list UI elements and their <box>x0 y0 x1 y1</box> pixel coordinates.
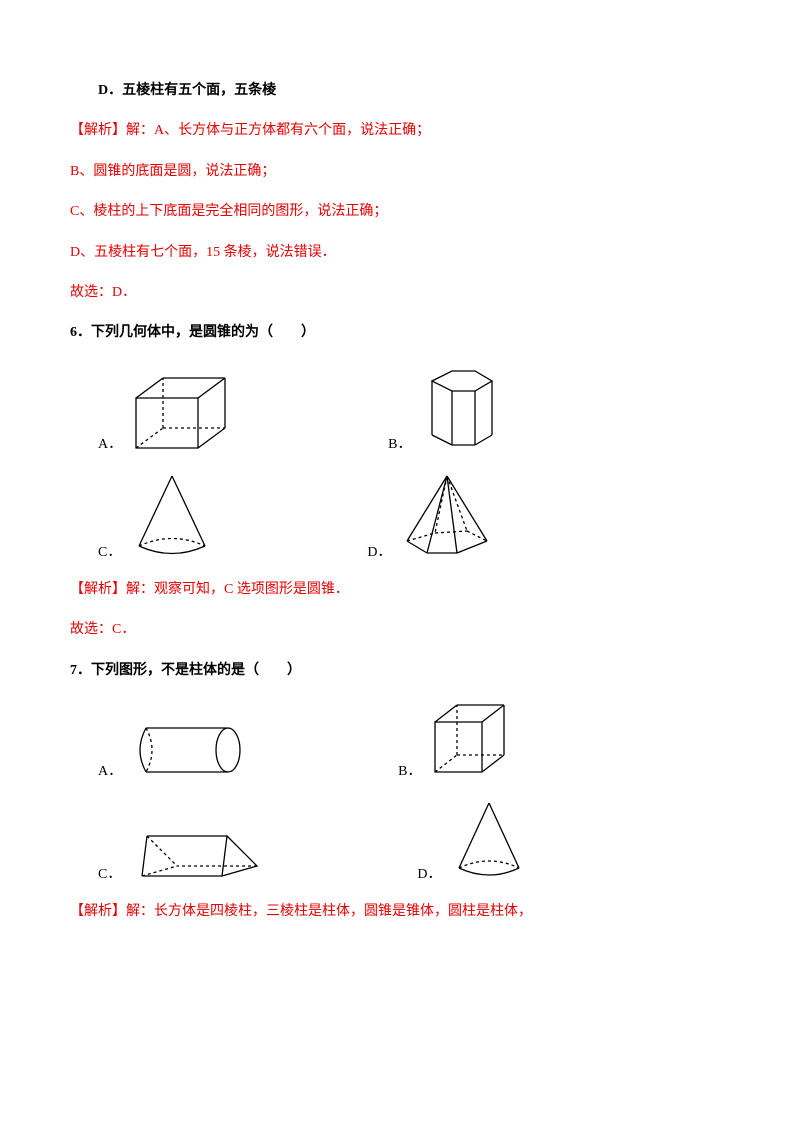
q5-analysis-c: C、棱柱的上下底面是完全相同的图形，说法正确； <box>70 201 724 223</box>
q5-analysis-b: B、圆锥的底面是圆，说法正确； <box>70 161 724 183</box>
q5-analysis-d: D、五棱柱有七个面，15 条棱，说法错误． <box>70 242 724 264</box>
option-label: A． <box>98 760 122 780</box>
q6-conclusion: 故选：C． <box>70 619 724 641</box>
hexagonal-prism-icon <box>417 363 507 453</box>
option-label: B． <box>388 433 411 453</box>
analysis-label: 【解析】解： <box>70 123 154 138</box>
q6-option-c: C． <box>98 471 217 561</box>
analysis-label: 【解析】解： <box>70 904 154 919</box>
q7-analysis: 【解析】解：长方体是四棱柱，三棱柱是柱体，圆锥是锥体，圆柱是柱体， <box>70 901 724 923</box>
q7-analysis-text: 长方体是四棱柱，三棱柱是柱体，圆锥是锥体，圆柱是柱体， <box>154 904 532 919</box>
q6-analysis-text: 观察可知，C 选项图形是圆锥． <box>154 582 349 597</box>
q6-option-a: A． <box>98 373 238 453</box>
q7-row1: A． B． <box>70 700 724 780</box>
option-label: C． <box>98 863 121 883</box>
q5-analysis-a-text: A、长方体与正方体都有六个面，说法正确； <box>154 123 430 138</box>
q5-analysis-a: 【解析】解：A、长方体与正方体都有六个面，说法正确； <box>70 120 724 142</box>
cube-icon <box>427 700 517 780</box>
option-label: B． <box>398 760 421 780</box>
q6-option-d: D． <box>367 471 497 561</box>
q6-row1: A． B． <box>70 363 724 453</box>
triangular-prism-icon <box>127 828 267 883</box>
q6-option-b: B． <box>388 363 507 453</box>
cuboid-icon <box>128 373 238 453</box>
cone-icon <box>127 471 217 561</box>
q7-row2: C． D． <box>70 798 724 883</box>
analysis-label: 【解析】解： <box>70 582 154 597</box>
hexagonal-pyramid-icon <box>397 471 497 561</box>
q7-stem: 7．下列图形，不是柱体的是（ ） <box>70 660 724 682</box>
option-label: A． <box>98 433 122 453</box>
option-label: D． <box>417 863 441 883</box>
option-label: C． <box>98 541 121 561</box>
cylinder-horizontal-icon <box>128 720 248 780</box>
q6-stem: 6．下列几何体中，是圆锥的为（ ） <box>70 322 724 344</box>
q7-option-d: D． <box>417 798 532 883</box>
q7-option-c: C． <box>98 828 267 883</box>
q6-analysis: 【解析】解：观察可知，C 选项图形是圆锥． <box>70 579 724 601</box>
q7-option-a: A． <box>98 720 248 780</box>
cone-icon <box>447 798 532 883</box>
q6-row2: C． D． <box>70 471 724 561</box>
q5-conclusion: 故选：D． <box>70 282 724 304</box>
option-label: D． <box>367 541 391 561</box>
q7-option-b: B． <box>398 700 517 780</box>
q5-option-d: D．五棱柱有五个面，五条棱 <box>70 80 724 102</box>
